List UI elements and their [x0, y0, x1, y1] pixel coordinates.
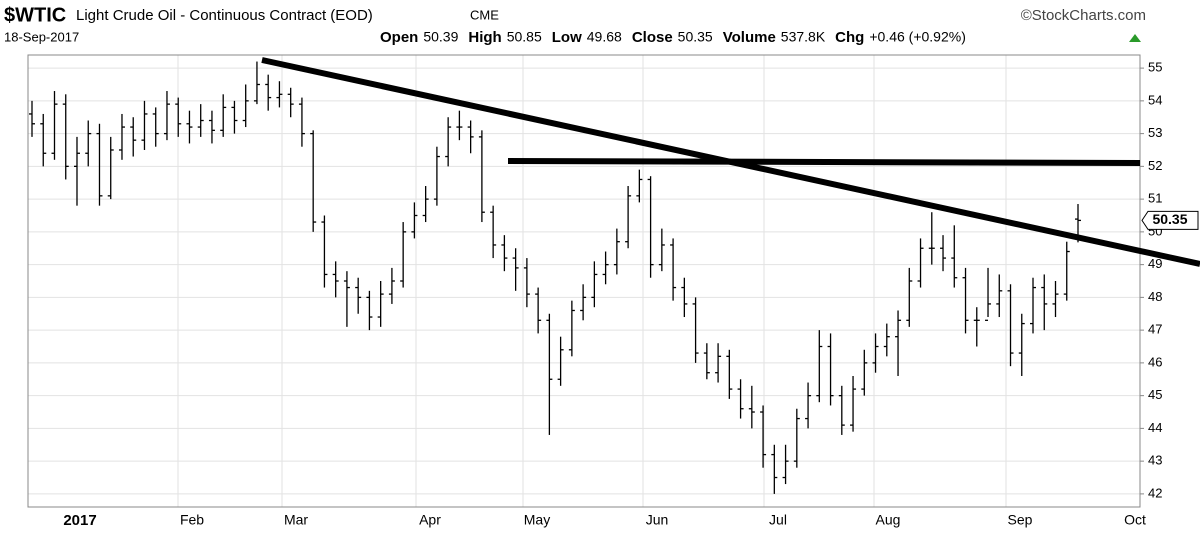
source: ©StockCharts.com	[1021, 7, 1146, 24]
x-tick-label: 2017	[63, 512, 96, 529]
stat-label: Volume	[723, 29, 776, 46]
y-tick-label: 51	[1148, 191, 1162, 206]
x-tick-label: Jun	[646, 512, 669, 528]
stat-value: +0.46 (+0.92%)	[869, 29, 966, 45]
x-tick-label: Feb	[180, 512, 204, 528]
x-tick-label: Mar	[284, 512, 308, 528]
symbol: $WTIC	[4, 4, 66, 26]
price-tag-label: 50.35	[1152, 211, 1187, 227]
grid	[28, 55, 1140, 507]
stat-label: Close	[632, 29, 673, 46]
plot-frame	[27, 54, 1141, 508]
up-arrow	[1129, 34, 1141, 42]
x-tick-label: Jul	[769, 512, 787, 528]
y-tick-label: 53	[1148, 125, 1162, 140]
y-tick-label: 43	[1148, 453, 1162, 468]
y-tick-label: 48	[1148, 289, 1162, 304]
stat-label: Low	[552, 29, 582, 46]
y-tick-label: 44	[1148, 420, 1162, 435]
stat-value: 49.68	[587, 29, 622, 45]
date: 18-Sep-2017	[4, 29, 79, 44]
x-tick-label: Apr	[419, 512, 441, 528]
x-tick-label: Oct	[1124, 512, 1146, 528]
y-tick-label: 42	[1148, 485, 1162, 500]
stat-label: Open	[380, 29, 418, 46]
y-tick-label: 49	[1148, 256, 1162, 271]
x-tick-label: Sep	[1008, 512, 1033, 528]
stat-value: 50.35	[678, 29, 713, 45]
bars	[29, 61, 1081, 494]
exchange: CME	[470, 7, 499, 22]
y-tick-label: 52	[1148, 158, 1162, 173]
stat-value: 50.39	[423, 29, 458, 45]
stat-value: 537.8K	[781, 29, 826, 45]
price-tag	[1141, 210, 1199, 230]
x-tick-label: Aug	[876, 512, 901, 528]
chart-title: Light Crude Oil - Continuous Contract (E…	[76, 7, 373, 24]
y-tick-label: 46	[1148, 354, 1162, 369]
y-tick-label: 55	[1148, 60, 1162, 75]
stat-value: 50.85	[507, 29, 542, 45]
stat-label: Chg	[835, 29, 864, 46]
y-tick-label: 54	[1148, 92, 1162, 107]
stats: Open 50.39 High 50.85 Low 49.68 Close 50.35 Volu…	[380, 29, 966, 46]
resistance-line	[507, 158, 1141, 166]
y-tick-label: 45	[1148, 387, 1162, 402]
y-tick-label: 47	[1148, 322, 1162, 337]
x-tick-label: May	[524, 512, 550, 528]
stat-label: High	[468, 29, 501, 46]
